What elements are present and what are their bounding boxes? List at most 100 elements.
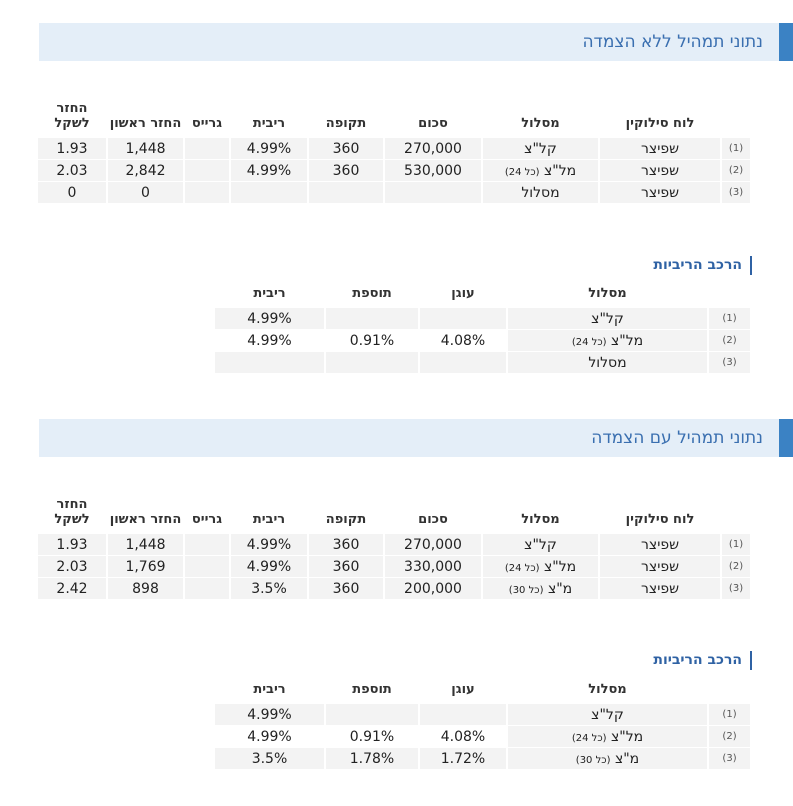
first-payment-cell: 2,842 xyxy=(108,160,183,181)
header-return-per-shekel: החזר לשקל xyxy=(54,497,90,527)
track-note: (כל 24) xyxy=(504,562,540,574)
track-cell: קל"צ xyxy=(483,534,598,555)
grace-cell xyxy=(185,138,229,159)
header-first-payment: החזר ראשון xyxy=(109,512,182,527)
table-row: (3) שפיצר מ"צ (כל 30) 200,000 360 3.5% 8… xyxy=(38,578,750,599)
period-cell: 360 xyxy=(309,160,383,181)
section-header-unlinked: נתוני תמהיל ללא הצמדה xyxy=(39,23,793,61)
schedule-cell: שפיצר xyxy=(600,160,720,181)
period-cell: 360 xyxy=(309,556,383,577)
rate-cell: 3.5% xyxy=(215,748,324,769)
row-index: (1) xyxy=(709,308,750,329)
header-anchor: עוגן xyxy=(451,286,475,301)
grace-cell xyxy=(185,534,229,555)
header-schedule: לוח סילוקין xyxy=(625,116,695,131)
schedule-cell: שפיצר xyxy=(600,534,720,555)
rate-cell: 3.5% xyxy=(231,578,307,599)
track-cell: מל"צ (כל 24) xyxy=(483,160,598,181)
rate-composition-title: הרכב הריביות xyxy=(653,256,752,275)
anchor-cell xyxy=(420,704,506,725)
rate-cell: 4.99% xyxy=(215,308,324,329)
amount-cell xyxy=(385,182,481,203)
return-per-shekel-cell: 2.03 xyxy=(38,160,106,181)
track-name: מ"צ xyxy=(614,750,640,767)
track-cell: מל"צ (כל 24) xyxy=(508,726,707,747)
track-cell: קל"צ xyxy=(483,138,598,159)
period-cell: 360 xyxy=(309,534,383,555)
header-grace: גרייס xyxy=(191,116,223,131)
track-cell: מסלול xyxy=(483,182,598,203)
header-margin: תוספת xyxy=(352,682,392,697)
header-amount: סכום xyxy=(418,512,448,527)
schedule-cell: שפיצר xyxy=(600,182,720,203)
rate-composition-table-linked: מסלול עוגן תוספת ריבית (1) קל"צ 4.99% (2… xyxy=(213,681,752,770)
row-index: (3) xyxy=(722,578,750,599)
row-index: (1) xyxy=(722,534,750,555)
rate-cell: 4.99% xyxy=(231,160,307,181)
header-margin: תוספת xyxy=(352,286,392,301)
header-period: תקופה xyxy=(325,116,367,131)
first-payment-cell: 1,448 xyxy=(108,534,183,555)
rate-cell: 4.99% xyxy=(215,704,324,725)
grace-cell xyxy=(185,556,229,577)
track-name: מל"צ xyxy=(543,558,577,575)
table-row: (2) מל"צ (כל 24) 4.08% 0.91% 4.99% xyxy=(215,726,750,747)
row-index: (3) xyxy=(709,748,750,769)
first-payment-cell: 898 xyxy=(108,578,183,599)
section-title: נתוני תמהיל עם הצמדה xyxy=(591,428,763,448)
grace-cell xyxy=(185,160,229,181)
row-index: (2) xyxy=(709,330,750,351)
row-index: (1) xyxy=(722,138,750,159)
track-cell: מסלול xyxy=(508,352,707,373)
track-note: (כל 24) xyxy=(571,732,607,744)
first-payment-cell: 1,769 xyxy=(108,556,183,577)
track-cell: מל"צ (כל 24) xyxy=(483,556,598,577)
header-rate: ריבית xyxy=(253,286,286,301)
track-cell: קל"צ xyxy=(508,308,707,329)
header-track: מסלול xyxy=(521,116,560,131)
mix-table-linked: לוח סילוקין מסלול סכום תקופה ריבית גרייס… xyxy=(36,496,752,600)
header-schedule: לוח סילוקין xyxy=(625,512,695,527)
section-accent-bar xyxy=(779,419,793,457)
first-payment-cell: 0 xyxy=(108,182,183,203)
schedule-cell: שפיצר xyxy=(600,138,720,159)
track-name: מל"צ xyxy=(543,162,577,179)
return-per-shekel-cell: 1.93 xyxy=(38,138,106,159)
period-cell xyxy=(309,182,383,203)
schedule-cell: שפיצר xyxy=(600,578,720,599)
table-row: (1) קל"צ 4.99% xyxy=(215,704,750,725)
section-header-linked: נתוני תמהיל עם הצמדה xyxy=(39,419,793,457)
track-name: קל"צ xyxy=(524,536,557,553)
header-first-payment: החזר ראשון xyxy=(109,116,182,131)
mix-table-unlinked: לוח סילוקין מסלול סכום תקופה ריבית גרייס… xyxy=(36,100,752,204)
margin-cell xyxy=(326,308,418,329)
table-row: (2) שפיצר מל"צ (כל 24) 530,000 360 4.99%… xyxy=(38,160,750,181)
margin-cell xyxy=(326,704,418,725)
track-name: קל"צ xyxy=(591,706,624,723)
rate-cell: 4.99% xyxy=(215,726,324,747)
header-rate: ריבית xyxy=(253,682,286,697)
row-index: (3) xyxy=(709,352,750,373)
rate-composition-title: הרכב הריביות xyxy=(653,651,752,670)
track-name: מל"צ xyxy=(610,728,644,745)
amount-cell: 270,000 xyxy=(385,138,481,159)
anchor-cell: 4.08% xyxy=(420,726,506,747)
first-payment-cell: 1,448 xyxy=(108,138,183,159)
track-name: קל"צ xyxy=(524,140,557,157)
track-cell: מ"צ (כל 30) xyxy=(483,578,598,599)
amount-cell: 270,000 xyxy=(385,534,481,555)
schedule-cell: שפיצר xyxy=(600,556,720,577)
table-row: (1) שפיצר קל"צ 270,000 360 4.99% 1,448 1… xyxy=(38,534,750,555)
amount-cell: 530,000 xyxy=(385,160,481,181)
track-cell: מ"צ (כל 30) xyxy=(508,748,707,769)
row-index: (2) xyxy=(722,160,750,181)
track-note: (כל 24) xyxy=(571,336,607,348)
row-index: (1) xyxy=(709,704,750,725)
track-name: מסלול xyxy=(521,184,560,201)
track-name: מסלול xyxy=(588,354,627,371)
track-note: (כל 30) xyxy=(575,754,611,766)
header-grace: גרייס xyxy=(191,512,223,527)
table-row: (1) שפיצר קל"צ 270,000 360 4.99% 1,448 1… xyxy=(38,138,750,159)
track-cell: מל"צ (כל 24) xyxy=(508,330,707,351)
header-period: תקופה xyxy=(325,512,367,527)
